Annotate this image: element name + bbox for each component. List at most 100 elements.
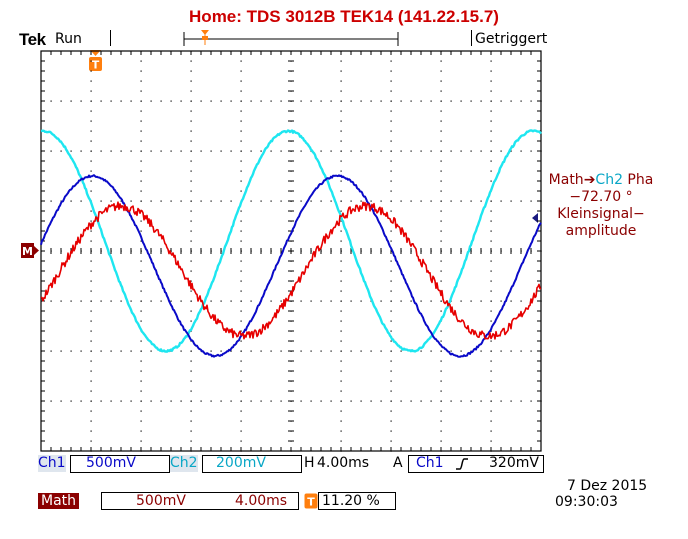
grid-dot	[310, 100, 312, 102]
grid-dot	[390, 310, 392, 312]
grid-dot	[390, 410, 392, 412]
grid-dot	[210, 150, 212, 152]
ch1-label[interactable]: Ch1	[38, 455, 66, 472]
grid-dot	[320, 400, 322, 402]
grid-dot	[190, 320, 192, 322]
horizontal-scale[interactable]: 4.00ms	[317, 455, 370, 471]
grid-dot	[90, 70, 92, 72]
grid-dot	[90, 380, 92, 382]
ch2-scale-box[interactable]	[202, 455, 302, 473]
grid-dot	[340, 170, 342, 172]
grid-dot	[90, 180, 92, 182]
grid-dot	[340, 420, 342, 422]
grid-dot	[140, 170, 142, 172]
grid-dot	[300, 200, 302, 202]
math-scale-box[interactable]	[101, 492, 299, 510]
grid-dot	[400, 300, 402, 302]
grid-dot	[340, 80, 342, 82]
grid-dot	[250, 400, 252, 402]
grid-dot	[330, 200, 332, 202]
grid-dot	[140, 290, 142, 292]
grid-dot	[250, 350, 252, 352]
trigger-level-marker[interactable]	[530, 212, 540, 224]
grid-dot	[340, 210, 342, 212]
grid-dot	[90, 290, 92, 292]
grid-dot	[240, 350, 242, 352]
grid-dot	[150, 100, 152, 102]
grid-dot	[240, 90, 242, 92]
grid-dot	[200, 150, 202, 152]
grid-dot	[190, 440, 192, 442]
measurement-name-line1: Kleinsignal−	[557, 206, 645, 222]
grid-dot	[190, 140, 192, 142]
record-overview-bar[interactable]	[180, 28, 405, 50]
grid-dot	[490, 230, 492, 232]
trigger-state: Getriggert	[475, 31, 548, 47]
math-ground-marker[interactable]: M	[20, 242, 40, 260]
horizontal-label: H	[304, 455, 315, 471]
grid-dot	[440, 140, 442, 142]
math-label[interactable]: Math	[38, 493, 79, 509]
waveform-display[interactable]	[40, 50, 542, 454]
grid-dot	[190, 130, 192, 132]
grid-dot	[340, 100, 342, 102]
grid-dot	[60, 150, 62, 152]
grid-dot	[110, 150, 112, 152]
grid-dot	[390, 300, 392, 302]
grid-dot	[520, 100, 522, 102]
grid-dot	[410, 200, 412, 202]
grid-dot	[190, 80, 192, 82]
grid-dot	[60, 300, 62, 302]
grid-dot	[50, 300, 52, 302]
grid-dot	[340, 290, 342, 292]
grid-dot	[440, 60, 442, 62]
grid-dot	[340, 180, 342, 182]
trigger-position-icon: T	[304, 493, 318, 509]
ch2-label[interactable]: Ch2	[170, 455, 198, 472]
grid-dot	[140, 390, 142, 392]
grid-dot	[140, 230, 142, 232]
grid-dot	[210, 400, 212, 402]
grid-dot	[440, 280, 442, 282]
grid-dot	[220, 350, 222, 352]
grid-dot	[310, 300, 312, 302]
grid-dot	[240, 400, 242, 402]
grid-dot	[360, 300, 362, 302]
grid-dot	[60, 100, 62, 102]
grid-dot	[490, 70, 492, 72]
grid-dot	[70, 100, 72, 102]
grid-dot	[140, 130, 142, 132]
grid-dot	[390, 60, 392, 62]
trigger-box[interactable]	[408, 455, 544, 473]
window-title: Home: TDS 3012B TEK14 (141.22.15.7)	[189, 7, 499, 26]
grid-dot	[230, 200, 232, 202]
grid-dot	[270, 300, 272, 302]
grid-dot	[190, 290, 192, 292]
grid-dot	[400, 400, 402, 402]
grid-dot	[400, 100, 402, 102]
grid-dot	[390, 370, 392, 372]
grid-dot	[490, 320, 492, 322]
grid-dot	[340, 220, 342, 222]
grid-dot	[240, 410, 242, 412]
grid-dot	[190, 70, 192, 72]
grid-dot	[280, 300, 282, 302]
trigger-position-box[interactable]	[318, 492, 396, 510]
grid-dot	[140, 190, 142, 192]
grid-dot	[90, 450, 92, 452]
grid-dot	[390, 450, 392, 452]
grid-dot	[440, 100, 442, 102]
grid-dot	[440, 330, 442, 332]
grid-dot	[400, 200, 402, 202]
grid-dot	[370, 150, 372, 152]
tek-logo: Tek	[19, 30, 46, 49]
ch1-scale-box[interactable]	[70, 455, 170, 473]
grid-dot	[90, 340, 92, 342]
grid-dot	[420, 350, 422, 352]
grid-dot	[490, 90, 492, 92]
grid-dot	[390, 200, 392, 202]
grid-dot	[140, 160, 142, 162]
trigger-level: 320mV	[489, 455, 539, 471]
grid-dot	[320, 100, 322, 102]
grid-dot	[110, 350, 112, 352]
